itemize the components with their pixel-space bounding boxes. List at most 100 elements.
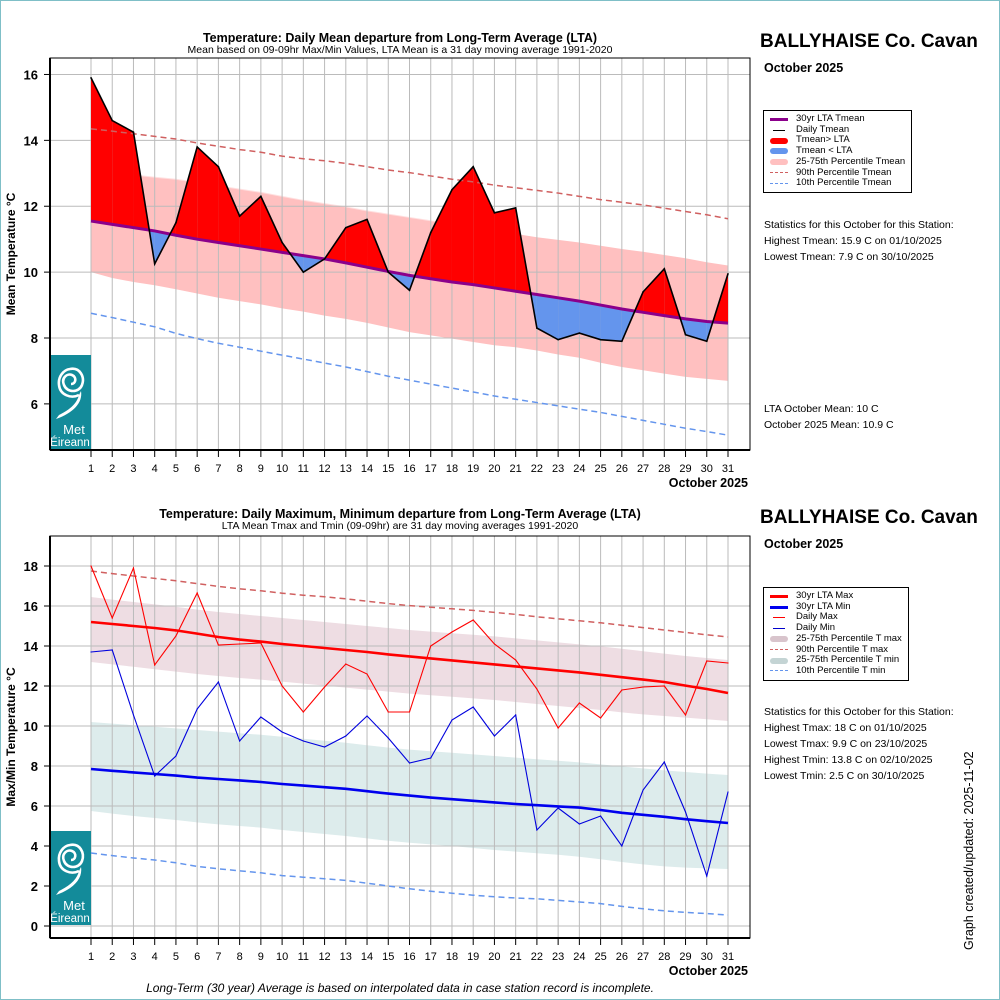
x-tick-label: 15 (382, 951, 394, 963)
legend-label: 30yr LTA Tmean (796, 113, 865, 124)
daily-max-point (557, 727, 559, 729)
daily-tmean-point (111, 119, 114, 122)
stat-highest-tmin: Highest Tmin: 13.8 C on 02/10/2025 (764, 754, 933, 766)
bottom-month-label: October 2025 (764, 537, 844, 551)
legend-label: Tmean < LTA (796, 145, 853, 157)
legend-label: 25-75th Percentile T max (796, 632, 902, 644)
y-axis-label: Max/Min Temperature °C (4, 667, 18, 807)
legend-item: 10th Percentile Tmean (768, 178, 905, 189)
top-station-title: BALLYHAISE Co. Cavan (760, 31, 978, 52)
bottom-chart-subtitle: LTA Mean Tmax and Tmin (09-09hr) are 31 … (221, 520, 579, 532)
swirl-icon (57, 843, 85, 874)
logo-background (49, 355, 91, 449)
legend-item: Daily Tmean (768, 124, 905, 136)
daily-tmean-point (387, 271, 390, 273)
x-axis-label: October 2025 (669, 476, 748, 490)
x-tick-label: 14 (361, 951, 373, 963)
daily-min-point (472, 706, 474, 708)
x-tick-label: 26 (616, 951, 628, 963)
daily-tmean-point (408, 289, 411, 292)
daily-tmean-point (727, 272, 729, 275)
bottom-chart-title: Temperature: Daily Maximum, Minimum depa… (159, 507, 641, 521)
y-tick-label: 0 (31, 919, 38, 934)
x-tick-label: 28 (658, 951, 670, 963)
top-chart-subtitle: Mean based on 09-09hr Max/Min Values, LT… (187, 44, 613, 56)
legend-swatch-icon (768, 114, 790, 124)
daily-tmean-point (705, 340, 708, 343)
legend-item: Daily Max (768, 612, 902, 623)
daily-min-point (493, 735, 496, 737)
y-tick-label: 18 (24, 559, 38, 574)
y-tick-label: 8 (31, 331, 38, 346)
legend-swatch-icon (768, 136, 790, 146)
stat-lowest-tmin: Lowest Tmin: 2.5 C on 30/10/2025 (764, 770, 925, 782)
y-tick-label: 12 (24, 199, 38, 214)
x-tick-label: 29 (679, 463, 691, 475)
top-legend: 30yr LTA Tmean Daily Tmean Tmean> LTA Tmean… (763, 110, 913, 193)
legend-label: 25-75th Percentile Tmean (796, 155, 906, 167)
x-tick-label: 12 (318, 951, 330, 963)
legend-swatch-icon (768, 602, 790, 612)
x-tick-label: 3 (130, 463, 136, 475)
legend-item: Tmean> LTA (768, 135, 905, 146)
tmean-above-lta-area (260, 196, 283, 253)
legend-swatch-icon (768, 634, 790, 644)
x-tick-label: 15 (382, 463, 394, 475)
daily-min-point (536, 829, 538, 831)
bottom-legend: 30yr LTA Max 30yr LTA Min Daily Max Daily M… (763, 587, 909, 681)
legend-label: Daily Max (796, 611, 838, 623)
lta-tmean-line (90, 219, 729, 325)
legend-swatch-icon (768, 168, 790, 178)
x-tick-label: 6 (194, 463, 200, 475)
y-tick-label: 6 (31, 397, 38, 412)
tmean-above-lta-area (473, 166, 495, 288)
legend-swatch-icon (768, 146, 790, 156)
daily-tmean-point (90, 76, 92, 79)
legend-item: 30yr LTA Max (768, 590, 902, 602)
lta-max-line (90, 620, 729, 695)
legend-item: 90th Percentile Tmean (768, 167, 905, 179)
daily-tmean-point (578, 332, 581, 334)
x-tick-label: 7 (215, 463, 221, 475)
x-tick-label: 2 (109, 463, 115, 475)
daily-tmean-point (260, 195, 262, 198)
daily-tmean-point (536, 327, 538, 329)
x-tick-label: 1 (88, 951, 94, 963)
daily-tmean-point (281, 241, 283, 244)
daily-min-point (578, 823, 580, 825)
daily-min-point (90, 651, 92, 653)
y-tick-label: 12 (24, 679, 38, 694)
legend-item: Tmean < LTA (768, 145, 905, 157)
y-tick-label: 6 (31, 799, 38, 814)
graph-updated-label: Graph created/updated: 2025-11-02 (962, 751, 976, 950)
x-tick-label: 17 (425, 951, 437, 963)
daily-tmean-point (451, 188, 453, 191)
legend-label: 90th Percentile T max (796, 643, 889, 655)
daily-max-point (600, 717, 602, 719)
logo-text-eireann: Éireann (50, 436, 90, 449)
x-tick-label: 23 (552, 463, 564, 475)
top-stats-heading: Statistics for this October for this Sta… (764, 219, 954, 231)
daily-max-point (536, 688, 538, 690)
daily-max-point (302, 711, 304, 713)
legend-swatch-icon (768, 179, 790, 189)
legend-label: 10th Percentile T min (796, 664, 886, 676)
daily-tmean-point (514, 207, 517, 209)
legend-swatch-icon (768, 125, 790, 135)
percentile-10-tmin-line (90, 852, 729, 916)
daily-max-point (493, 643, 496, 645)
daily-min-point (132, 714, 135, 716)
y-tick-label: 10 (24, 265, 38, 280)
tmean-above-lta-area (430, 189, 452, 282)
x-tick-label: 27 (637, 463, 649, 475)
x-tick-label: 5 (173, 951, 179, 963)
x-tick-label: 19 (467, 463, 479, 475)
x-tick-label: 17 (425, 463, 437, 475)
x-tick-label: 10 (276, 463, 288, 475)
tmean-below-lta-area (579, 301, 601, 340)
bottom-stats: Statistics for this October for this Sta… (764, 704, 954, 784)
x-tick-label: 12 (318, 463, 330, 475)
x-tick-label: 13 (340, 463, 352, 475)
y-tick-label: 14 (24, 639, 39, 654)
